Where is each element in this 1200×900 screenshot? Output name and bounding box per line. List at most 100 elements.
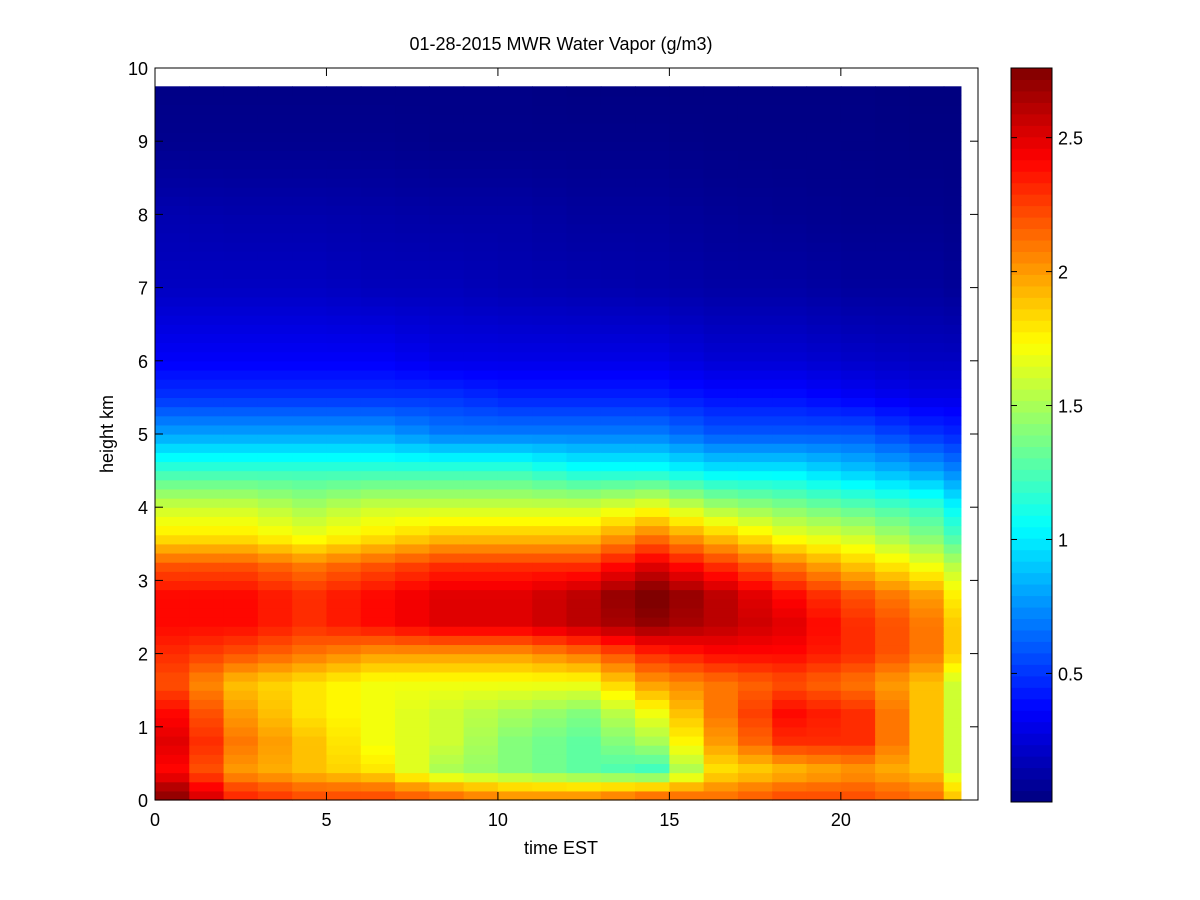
heatmap-cell [326,406,362,417]
heatmap-cell [875,177,911,188]
heatmap-cell [635,662,670,673]
heatmap-cell [600,781,636,792]
heatmap-cell [772,681,808,691]
heatmap-cell [566,662,602,673]
heatmap-cell [326,223,362,234]
heatmap-cell [600,342,636,353]
heatmap-cell [635,95,670,106]
heatmap-cell [463,141,499,151]
heatmap-cell [566,443,602,453]
heatmap-cell [155,607,190,618]
heatmap-cell [806,653,842,664]
heatmap-cell [566,205,602,215]
heatmap-cell [326,571,362,581]
heatmap-cell [395,232,430,243]
heatmap-cell [497,168,533,179]
heatmap-cell [566,342,602,353]
heatmap-cell [395,434,430,444]
heatmap-cell [772,479,808,490]
heatmap-cell [463,86,499,97]
heatmap-cell [189,662,225,673]
heatmap-cell [772,699,808,710]
heatmap-cell [155,635,190,646]
heatmap-cell [909,104,945,115]
heatmap-cell [532,562,568,572]
heatmap-cell [875,379,911,389]
heatmap-cell [532,507,568,517]
heatmap-cell [497,470,533,481]
heatmap-cell [292,132,328,142]
heatmap-cell [155,434,190,444]
heatmap-cell [532,644,568,655]
heatmap-cell [463,598,499,609]
heatmap-cell [566,690,602,700]
heatmap-cell [532,754,568,764]
heatmap-cell [635,315,670,325]
heatmap-cell [909,690,945,700]
heatmap-cell [806,369,842,380]
heatmap-cell [703,525,739,536]
heatmap-cell [669,369,705,380]
heatmap-cell [635,287,670,298]
heatmap-cell [223,159,259,170]
heatmap-cell [155,122,190,133]
colorbar-strip [1011,113,1052,126]
heatmap-cell [292,571,328,581]
heatmap-cell [360,379,396,389]
heatmap-cell [772,214,808,225]
heatmap-cell [635,177,670,188]
heatmap-cell [326,617,362,627]
heatmap-cell [395,452,430,463]
heatmap-cell [155,717,190,728]
heatmap-cell [429,122,465,133]
y-tick-label: 6 [138,352,148,372]
heatmap-cell [189,168,225,179]
heatmap-cell [566,635,602,646]
heatmap-cell [532,699,568,710]
heatmap-cell [943,415,962,426]
heatmap-cell [155,141,190,151]
heatmap-cell [840,132,876,142]
heatmap-cell [635,790,670,801]
colorbar-strip [1011,400,1052,413]
heatmap-cell [806,269,842,280]
heatmap-cell [360,452,396,463]
heatmap-cell [326,95,362,106]
heatmap-cell [600,251,636,261]
heatmap-cell [292,589,328,600]
heatmap-cell [737,772,773,783]
heatmap-cell [772,525,808,536]
heatmap-cell [360,104,396,115]
heatmap-cell [532,735,568,746]
heatmap-cell [703,397,739,408]
heatmap-cell [600,498,636,508]
heatmap-cell [292,598,328,609]
heatmap-cell [429,168,465,179]
colorbar-strip [1011,136,1052,149]
heatmap-cell [257,269,293,280]
heatmap-cell [497,626,533,636]
heatmap-cell [223,305,259,316]
heatmap-cell [943,461,962,472]
heatmap-cell [257,571,293,581]
heatmap-cell [669,763,705,774]
heatmap-cell [395,214,430,225]
heatmap-cell [772,763,808,774]
heatmap-cell [189,763,225,774]
heatmap-cell [360,653,396,664]
heatmap-cell [360,315,396,325]
y-tick-label: 1 [138,718,148,738]
heatmap-cell [772,360,808,371]
heatmap-cell [532,287,568,298]
heatmap-cell [806,671,842,682]
heatmap-cell [600,507,636,517]
heatmap-cell [532,379,568,389]
heatmap-cell [840,251,876,261]
heatmap-cell [635,388,670,398]
heatmap-cell [463,415,499,426]
heatmap-cell [703,86,739,97]
heatmap-cell [806,342,842,353]
heatmap-cell [943,479,962,490]
heatmap-cell [326,278,362,289]
heatmap-cell [326,562,362,572]
